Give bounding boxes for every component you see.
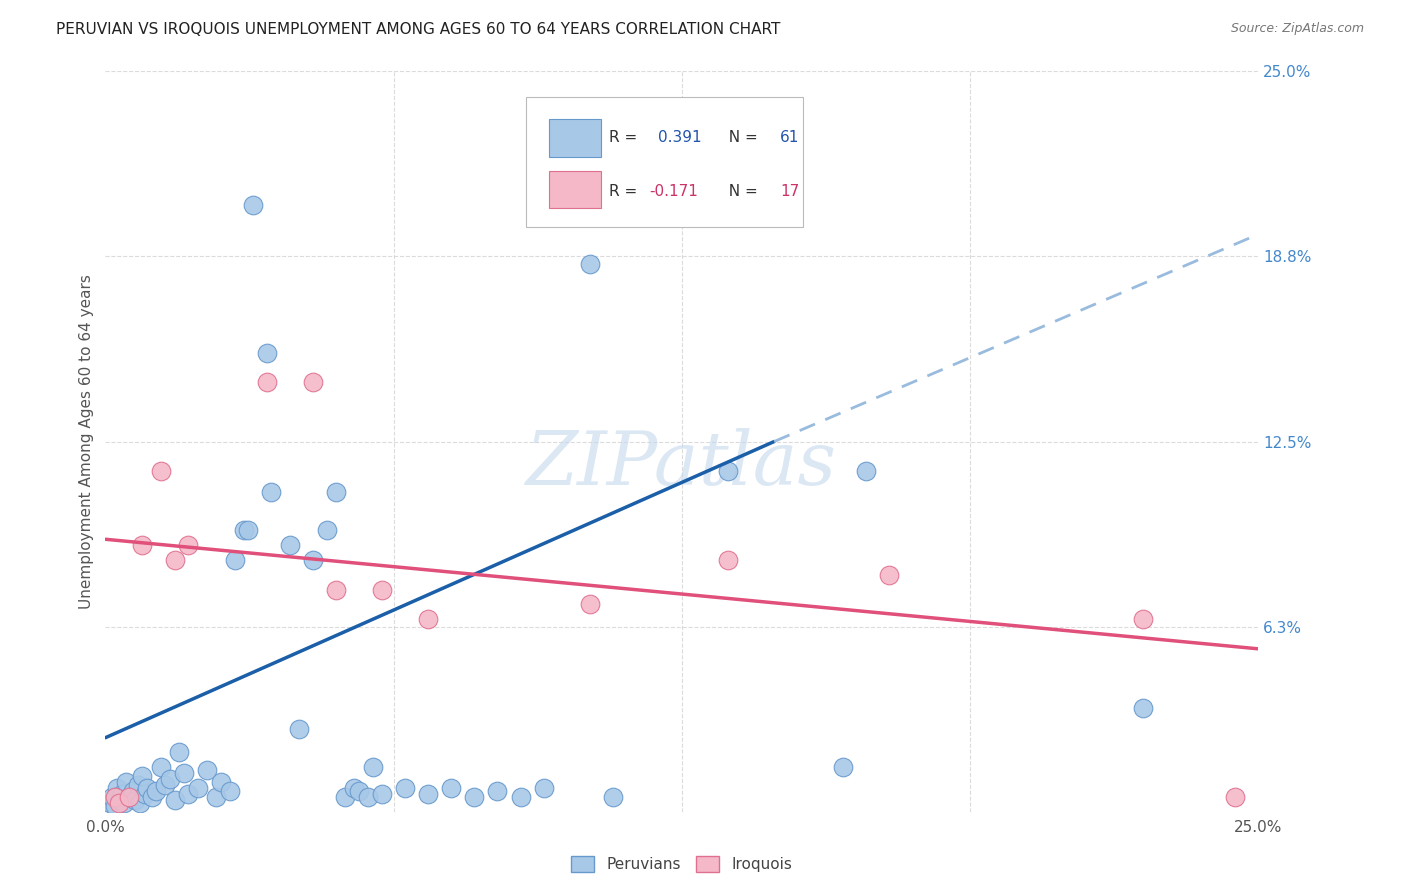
Point xyxy=(163,793,186,807)
Point xyxy=(177,538,200,552)
Point xyxy=(717,553,740,567)
Point xyxy=(371,787,394,801)
Legend: Peruvians, Iroquois: Peruvians, Iroquois xyxy=(565,850,799,878)
Point xyxy=(302,553,325,567)
Point xyxy=(141,789,163,804)
Point xyxy=(509,789,531,804)
Point xyxy=(117,789,139,804)
Point xyxy=(440,780,463,795)
Point xyxy=(108,793,131,807)
Point xyxy=(159,772,181,786)
Point xyxy=(115,775,138,789)
Point xyxy=(418,612,440,626)
Point xyxy=(302,376,325,390)
Point xyxy=(335,789,357,804)
Point xyxy=(256,376,278,390)
Point xyxy=(104,798,127,813)
Text: 61: 61 xyxy=(780,130,799,145)
Point xyxy=(1132,701,1154,715)
Point xyxy=(127,778,149,792)
Point xyxy=(879,567,901,582)
Text: Source: ZipAtlas.com: Source: ZipAtlas.com xyxy=(1230,22,1364,36)
Point xyxy=(242,197,264,211)
Point xyxy=(101,789,124,804)
Point xyxy=(238,524,260,538)
Point xyxy=(1132,612,1154,626)
Point xyxy=(578,598,600,612)
Point xyxy=(112,796,135,810)
Point xyxy=(486,784,509,798)
Point xyxy=(602,789,624,804)
Point xyxy=(717,464,740,478)
Text: PERUVIAN VS IROQUOIS UNEMPLOYMENT AMONG AGES 60 TO 64 YEARS CORRELATION CHART: PERUVIAN VS IROQUOIS UNEMPLOYMENT AMONG … xyxy=(56,22,780,37)
Point xyxy=(361,760,384,774)
Point xyxy=(98,796,121,810)
Point xyxy=(224,553,246,567)
Text: R =: R = xyxy=(609,130,643,145)
Point xyxy=(343,780,366,795)
Point xyxy=(232,524,254,538)
Point xyxy=(187,780,209,795)
Point xyxy=(108,796,131,810)
Point xyxy=(173,766,195,780)
Text: 0.391: 0.391 xyxy=(658,130,702,145)
Text: N =: N = xyxy=(718,184,762,199)
Point xyxy=(205,789,228,804)
Point xyxy=(533,780,555,795)
Point xyxy=(832,760,855,774)
Point xyxy=(129,796,152,810)
Point xyxy=(195,764,218,778)
Point xyxy=(219,784,242,798)
Point xyxy=(278,538,301,552)
Point xyxy=(315,524,337,538)
Point xyxy=(325,582,347,597)
Point xyxy=(463,789,485,804)
Point xyxy=(288,722,311,736)
Point xyxy=(145,784,167,798)
Point xyxy=(855,464,877,478)
Point xyxy=(167,746,190,760)
Point xyxy=(260,484,283,499)
Point xyxy=(155,778,177,792)
Point xyxy=(131,769,153,783)
Point xyxy=(136,780,159,795)
Text: 17: 17 xyxy=(780,184,799,199)
FancyBboxPatch shape xyxy=(550,171,602,209)
Point xyxy=(371,582,394,597)
Point xyxy=(1225,789,1247,804)
Text: R =: R = xyxy=(609,184,643,199)
Point xyxy=(163,553,186,567)
Y-axis label: Unemployment Among Ages 60 to 64 years: Unemployment Among Ages 60 to 64 years xyxy=(79,274,94,609)
Point xyxy=(325,484,347,499)
Text: N =: N = xyxy=(718,130,762,145)
Point xyxy=(117,789,139,804)
Point xyxy=(124,793,146,807)
Point xyxy=(578,257,600,271)
Point xyxy=(122,784,145,798)
Point xyxy=(104,789,127,804)
Point xyxy=(149,760,172,774)
FancyBboxPatch shape xyxy=(526,97,803,227)
Point xyxy=(209,775,232,789)
Point xyxy=(134,787,156,801)
Point xyxy=(177,787,200,801)
FancyBboxPatch shape xyxy=(550,120,602,156)
Point xyxy=(347,784,370,798)
Text: -0.171: -0.171 xyxy=(650,184,699,199)
Point xyxy=(256,345,278,359)
Point xyxy=(357,789,380,804)
Point xyxy=(149,464,172,478)
Point xyxy=(131,538,153,552)
Point xyxy=(418,787,440,801)
Point xyxy=(105,780,128,795)
Point xyxy=(394,780,416,795)
Text: ZIPatlas: ZIPatlas xyxy=(526,427,838,500)
Point xyxy=(110,787,132,801)
